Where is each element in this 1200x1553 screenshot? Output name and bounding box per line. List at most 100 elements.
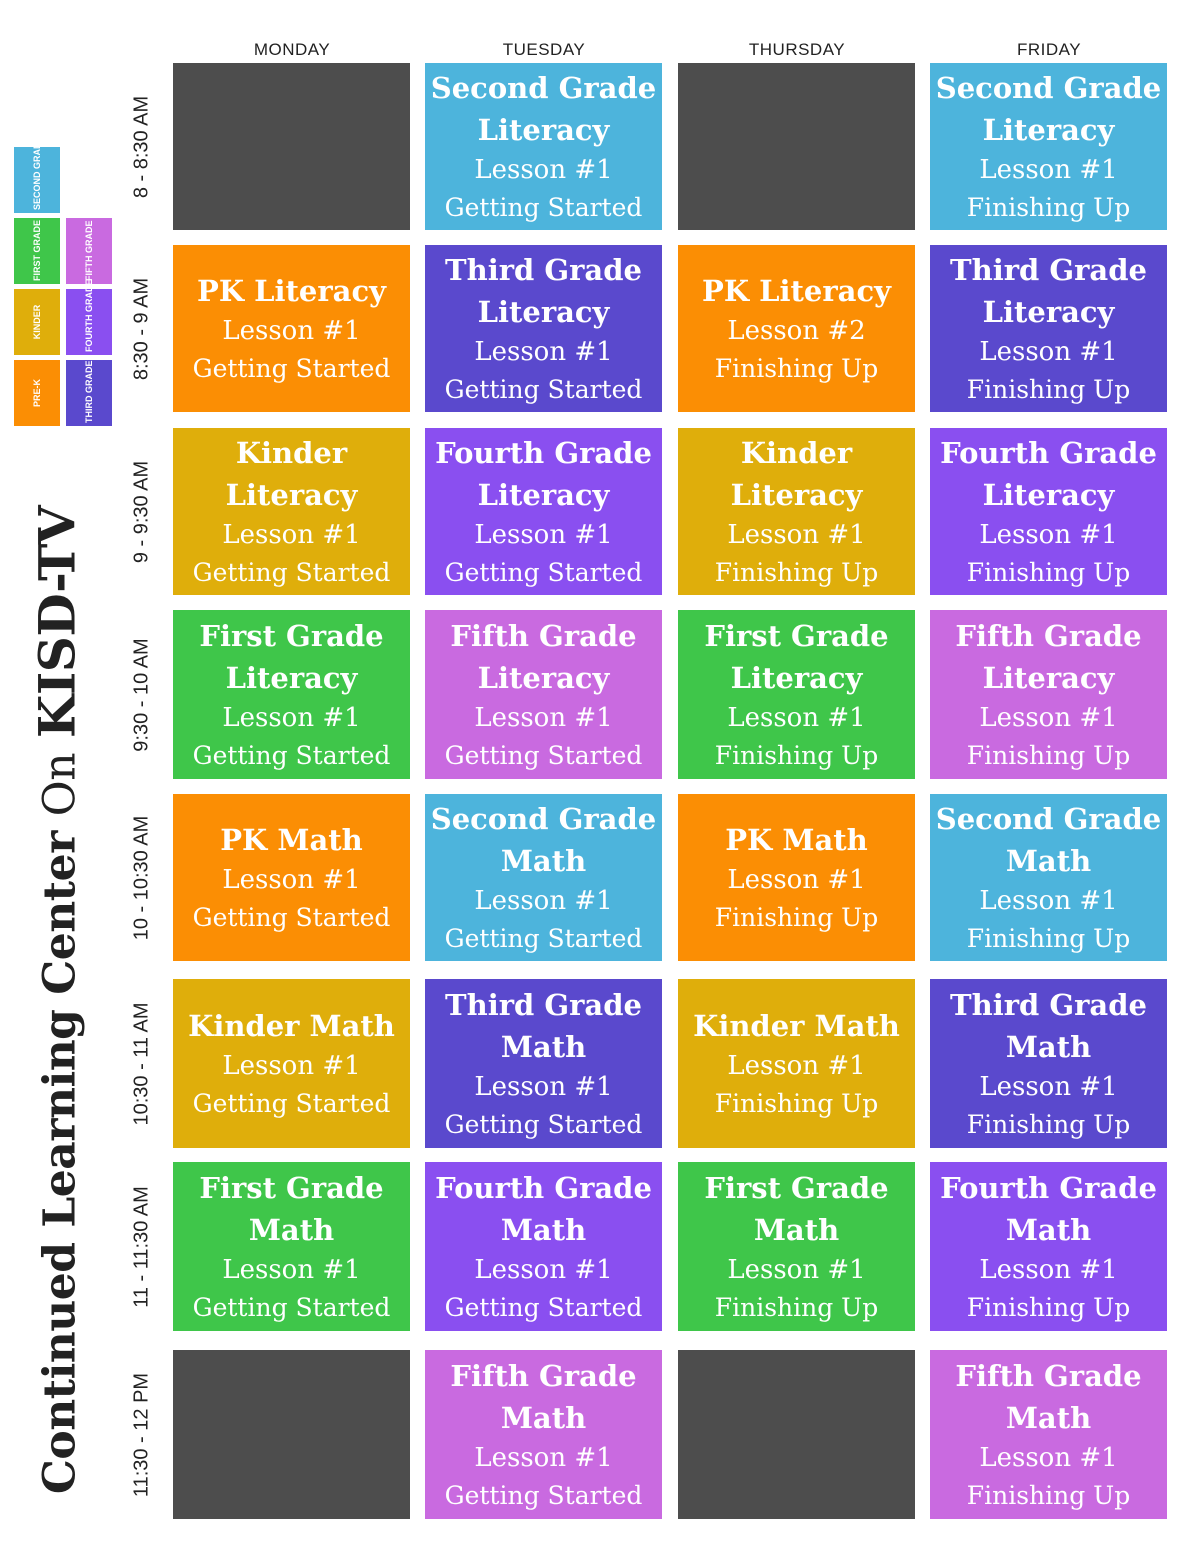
cell-status: Getting Started — [444, 1109, 643, 1139]
cell-status: Finishing Up — [714, 353, 879, 383]
cell-lesson: Lesson #1 — [979, 702, 1118, 733]
cell-subject: PK Literacy — [197, 273, 386, 308]
day-header-friday: FRIDAY — [1016, 40, 1082, 59]
cell-subject: Third Grade — [445, 987, 642, 1022]
cell-subject: Math — [500, 1029, 587, 1064]
cell-status: Getting Started — [192, 353, 391, 383]
cell-lesson: Lesson #1 — [727, 702, 866, 733]
time-label-text: 11:30 - 12 PM — [130, 1372, 153, 1497]
legend-label: FIRST GRADE — [32, 219, 42, 281]
legend-label: PRE-K — [32, 379, 42, 408]
cell-lesson: Lesson #1 — [474, 1442, 613, 1473]
cell-lesson: Lesson #1 — [979, 519, 1118, 550]
cell-subject: Second Grade — [430, 70, 657, 105]
day-header-monday: MONDAY — [253, 40, 331, 59]
cell-subject: Fourth Grade — [435, 435, 652, 470]
cell-subject: First Grade — [199, 618, 384, 653]
empty-schedule-cell — [173, 1350, 410, 1519]
time-label-text: 10:30 - 11 AM — [130, 1001, 153, 1126]
day-header-tuesday: TUESDAY — [502, 40, 586, 59]
schedule-cell: Second Grade Literacy Lesson #1 Finishing U… — [930, 63, 1167, 230]
schedule-cell: Third Grade Literacy Lesson #1 Getting Star… — [425, 245, 662, 412]
cell-subject: Literacy — [477, 660, 610, 695]
cell-subject: Math — [248, 1212, 335, 1247]
cell-subject: Math — [753, 1212, 840, 1247]
cell-subject: Fourth Grade — [940, 1170, 1157, 1205]
cell-subject: Literacy — [982, 660, 1115, 695]
cell-lesson: Lesson #1 — [222, 1254, 361, 1285]
cell-lesson: Lesson #1 — [222, 702, 361, 733]
cell-lesson: Lesson #1 — [474, 1071, 613, 1102]
cell-lesson: Lesson #1 — [222, 1050, 361, 1081]
legend-third-grade: THIRD GRADE — [66, 360, 112, 426]
cell-lesson: Lesson #1 — [979, 336, 1118, 367]
cell-status: Finishing Up — [966, 1292, 1131, 1322]
schedule-cell: First Grade Literacy Lesson #1 Finishing Up — [678, 610, 915, 779]
cell-status: Finishing Up — [966, 1109, 1131, 1139]
cell-subject: Third Grade — [445, 252, 642, 287]
cell-lesson: Lesson #1 — [222, 519, 361, 550]
cell-status: Getting Started — [192, 902, 391, 932]
cell-subject: Math — [500, 843, 587, 878]
cell-status: Finishing Up — [966, 192, 1131, 222]
schedule-cell: Second Grade Math Lesson #1 Finishing Up — [930, 794, 1167, 961]
legend-pre-k: PRE-K — [14, 360, 60, 426]
schedule-cell: Fifth Grade Math Lesson #1 Finishing Up — [930, 1350, 1167, 1519]
cell-status: Finishing Up — [966, 557, 1131, 587]
cell-status: Getting Started — [444, 740, 643, 770]
cell-status: Finishing Up — [714, 557, 879, 587]
time-label-text: 11 - 11:30 AM — [130, 1185, 153, 1308]
cell-subject: First Grade — [704, 1170, 889, 1205]
cell-subject: Literacy — [477, 112, 610, 147]
schedule-cell: PK Math Lesson #1 Getting Started — [173, 794, 410, 961]
cell-lesson: Lesson #1 — [474, 885, 613, 916]
cell-lesson: Lesson #1 — [979, 1254, 1118, 1285]
schedule-cell: Fourth Grade Literacy Lesson #1 Getting Sta… — [425, 428, 662, 595]
cell-subject: First Grade — [704, 618, 889, 653]
cell-lesson: Lesson #1 — [474, 519, 613, 550]
cell-subject: Literacy — [477, 477, 610, 512]
legend-first-grade: FIRST GRADE — [14, 218, 60, 284]
cell-subject: Literacy — [982, 294, 1115, 329]
cell-subject: Literacy — [477, 294, 610, 329]
cell-status: Finishing Up — [714, 1292, 879, 1322]
schedule-cell: Kinder Math Lesson #1 Finishing Up — [678, 979, 915, 1148]
cell-subject: Literacy — [730, 477, 863, 512]
schedule-cell: Kinder Math Lesson #1 Getting Started — [173, 979, 410, 1148]
cell-subject: Math — [500, 1212, 587, 1247]
legend-fifth-grade: FIFTH GRADE — [66, 218, 112, 284]
schedule-cell: Fourth Grade Math Lesson #1 Finishing Up — [930, 1162, 1167, 1331]
cell-lesson: Lesson #1 — [222, 864, 361, 895]
cell-subject: Fourth Grade — [940, 435, 1157, 470]
schedule-cell: Third Grade Literacy Lesson #1 Finishing Up — [930, 245, 1167, 412]
schedule-cell: Kinder Literacy Lesson #1 Getting Started — [173, 428, 410, 595]
cell-subject: PK Math — [725, 822, 868, 857]
cell-lesson: Lesson #1 — [727, 1050, 866, 1081]
cell-lesson: Lesson #1 — [979, 885, 1118, 916]
cell-subject: Third Grade — [950, 252, 1147, 287]
cell-status: Getting Started — [444, 192, 643, 222]
cell-status: Finishing Up — [714, 1088, 879, 1118]
cell-subject: Math — [1005, 1212, 1092, 1247]
schedule-cell: Second Grade Literacy Lesson #1 Getting Sta… — [425, 63, 662, 230]
cell-lesson: Lesson #1 — [727, 1254, 866, 1285]
cell-subject: Kinder — [235, 435, 348, 470]
cell-status: Getting Started — [192, 740, 391, 770]
time-label-text: 8:30 - 9 AM — [130, 277, 153, 380]
schedule-cell: Third Grade Math Lesson #1 Finishing Up — [930, 979, 1167, 1148]
cell-status: Finishing Up — [714, 902, 879, 932]
cell-subject: Math — [1005, 1029, 1092, 1064]
cell-subject: PK Literacy — [702, 273, 891, 308]
cell-subject: Literacy — [225, 660, 358, 695]
cell-lesson: Lesson #1 — [979, 154, 1118, 185]
legend-label: THIRD GRADE — [84, 360, 94, 424]
time-label-text: 9:30 - 10 AM — [130, 637, 153, 752]
cell-status: Getting Started — [444, 923, 643, 953]
cell-subject: Math — [1005, 843, 1092, 878]
schedule-cell: Fifth Grade Math Lesson #1 Getting Started — [425, 1350, 662, 1519]
cell-subject: Math — [500, 1400, 587, 1435]
cell-status: Getting Started — [444, 557, 643, 587]
cell-lesson: Lesson #1 — [474, 154, 613, 185]
title-part-3: KISD-TV — [27, 505, 87, 739]
cell-subject: Second Grade — [430, 801, 657, 836]
